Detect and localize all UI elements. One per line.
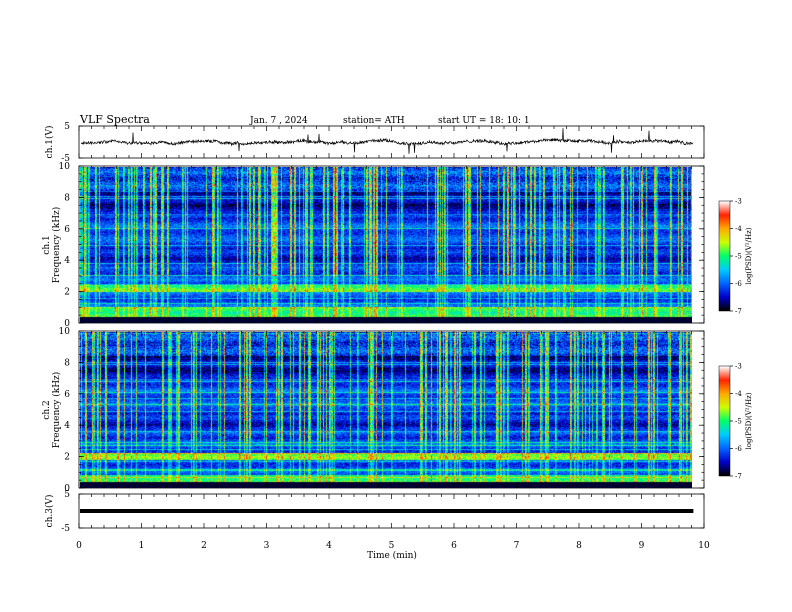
y-tick-label: 6 (64, 390, 70, 400)
ch3-waveform-line (80, 509, 694, 513)
figure-title: VLF Spectra (79, 113, 150, 126)
y-tick-label: 10 (59, 327, 71, 337)
x-tick-label: 6 (451, 541, 457, 551)
y-tick-label: 0 (64, 484, 70, 494)
y-tick-label: 8 (64, 358, 70, 368)
svg-text:ch.1: ch.1 (42, 235, 52, 254)
y-tick-label: 8 (64, 193, 70, 203)
y-tick-label: 4 (64, 421, 70, 431)
x-tick-label: 0 (76, 541, 82, 551)
ch2-colorbar-label: log(PSD)(V²/Hz) (745, 392, 753, 449)
svg-text:Frequency (kHz): Frequency (kHz) (51, 207, 62, 284)
y-tick-label: 2 (64, 288, 70, 298)
y-tick-label: 0 (64, 319, 70, 329)
date-label: Jan. 7 , 2024 (249, 116, 308, 126)
y-tick-label: 5 (64, 122, 70, 132)
x-tick-label: 4 (326, 541, 332, 551)
ch1-waveform-line (80, 128, 694, 154)
x-tick-label: 5 (389, 541, 395, 551)
station-label: station= ATH (343, 116, 405, 126)
y-tick-label: -5 (61, 524, 70, 534)
ch3-ylabel: ch.3(V) (44, 495, 55, 528)
y-tick-label: 2 (64, 453, 70, 463)
x-axis-label: Time (min) (367, 550, 417, 561)
colorbar-tick-label: -4 (735, 225, 742, 233)
svg-text:ch.1(V): ch.1(V) (44, 126, 55, 159)
y-tick-label: -5 (61, 154, 70, 164)
x-tick-label: 3 (264, 541, 270, 551)
x-tick-label: 8 (576, 541, 582, 551)
colorbar-tick-label: -6 (735, 280, 742, 288)
ch1-spec-ylabel: ch.1 Frequency (kHz) (42, 207, 62, 284)
svg-text:ch.2: ch.2 (42, 400, 52, 419)
colorbar-tick-label: -3 (735, 363, 742, 371)
ch1-colorbar (719, 201, 730, 311)
ch2-spec-ylabel: ch.2 Frequency (kHz) (42, 372, 62, 449)
y-tick-label: 5 (64, 490, 70, 500)
colorbar-tick-label: -7 (735, 308, 742, 316)
ch1-colorbar-label: log(PSD)(V²/Hz) (745, 227, 753, 284)
colorbar-tick-label: -3 (735, 198, 742, 206)
ch1-ylabel: ch.1(V) (44, 126, 55, 159)
colorbar-tick-label: -4 (735, 390, 742, 398)
colorbar-tick-label: -7 (735, 473, 742, 481)
y-tick-label: 6 (64, 225, 70, 235)
ch1-spectrogram-image (80, 167, 692, 323)
colorbar-tick-label: -5 (735, 418, 742, 426)
x-tick-label: 7 (514, 541, 520, 551)
ch2-spectrogram-image (80, 332, 692, 488)
x-tick-label: 1 (139, 541, 145, 551)
colorbar-tick-label: -5 (735, 253, 742, 261)
svg-text:log(PSD)(V²/Hz): log(PSD)(V²/Hz) (745, 392, 753, 449)
y-tick-label: 10 (59, 162, 71, 172)
ch2-colorbar (719, 366, 730, 476)
svg-text:log(PSD)(V²/Hz): log(PSD)(V²/Hz) (745, 227, 753, 284)
svg-text:ch.3(V): ch.3(V) (44, 495, 55, 528)
x-tick-label: 10 (698, 541, 710, 551)
start-time-label: start UT = 18: 10: 1 (438, 116, 530, 126)
x-tick-label: 2 (201, 541, 207, 551)
x-tick-label: 9 (639, 541, 645, 551)
axis-ticks: 0 1 2 3 4 5 6 7 8 9 105-55-502468100246810-3-4-5-6… (59, 122, 743, 551)
svg-text:Frequency (kHz): Frequency (kHz) (51, 372, 62, 449)
y-tick-label: 4 (64, 256, 70, 266)
colorbar-tick-label: -6 (735, 445, 742, 453)
